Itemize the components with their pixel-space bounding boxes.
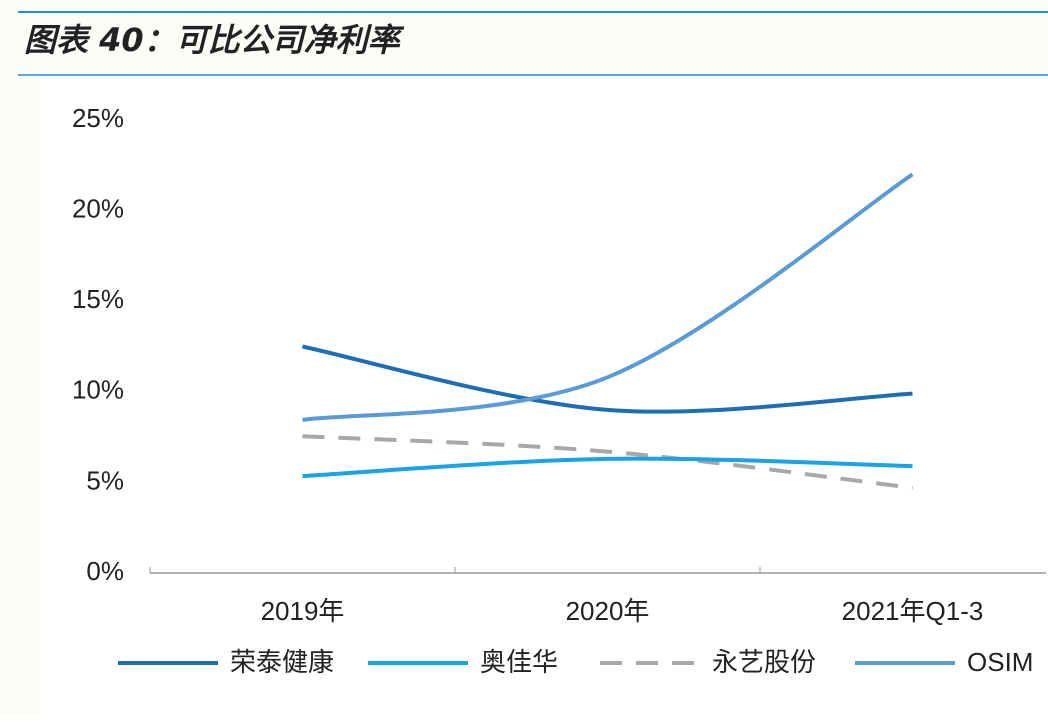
y-tick-label: 25% <box>72 103 124 133</box>
series-line <box>302 172 914 422</box>
y-tick-label: 0% <box>86 556 124 586</box>
y-tick-label: 10% <box>72 375 124 405</box>
legend-label: 奥佳华 <box>480 647 558 677</box>
x-tick-label: 2019年 <box>261 596 345 626</box>
y-tick-label: 15% <box>72 284 124 314</box>
y-tick-label: 20% <box>72 193 124 223</box>
x-tick-label: 2021年Q1-3 <box>842 596 984 626</box>
series-line <box>302 456 913 479</box>
series-line <box>302 434 913 490</box>
x-tick-label: 2020年 <box>566 596 650 626</box>
legend-label: 永艺股份 <box>712 647 816 677</box>
chart-title: 图表 40：可比公司净利率 <box>24 21 405 59</box>
legend-label: OSIM <box>967 647 1033 677</box>
y-tick-label: 5% <box>86 465 124 495</box>
legend-label: 荣泰健康 <box>230 647 334 677</box>
series-line <box>302 344 913 414</box>
